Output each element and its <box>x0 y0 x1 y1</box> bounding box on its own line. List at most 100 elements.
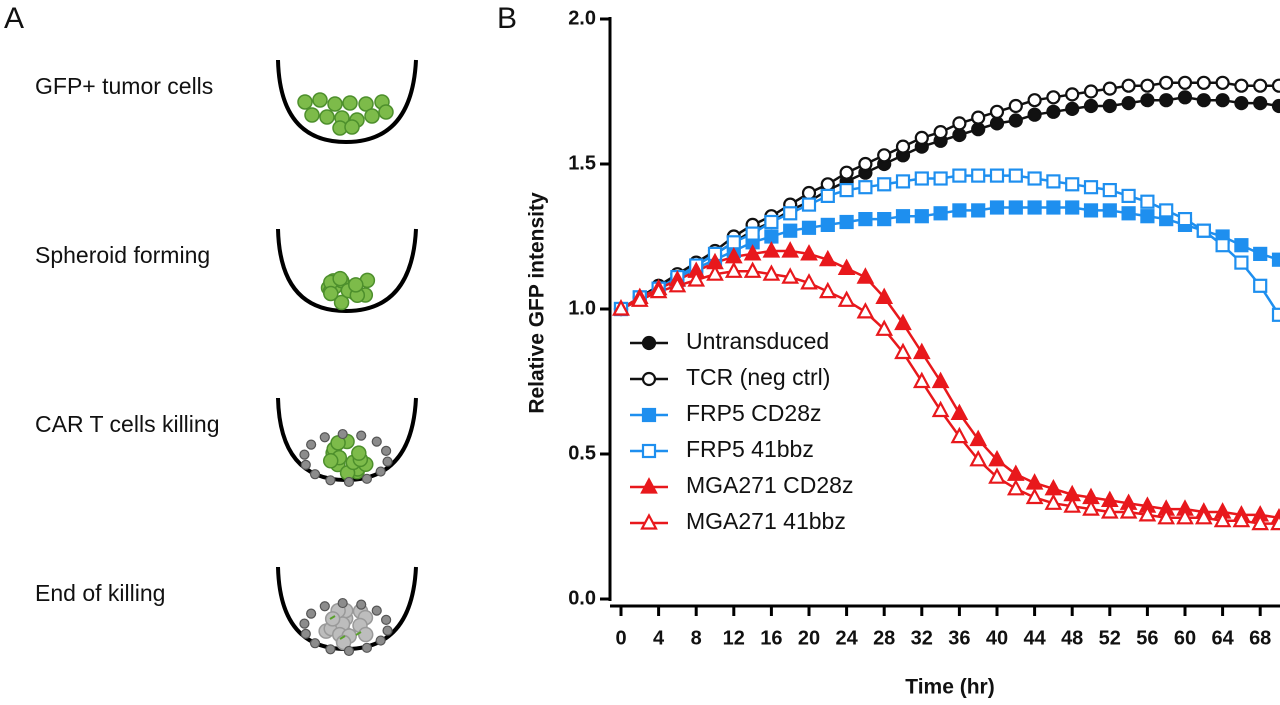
point <box>1177 90 1193 105</box>
point <box>1008 200 1023 215</box>
x-axis-label: Time (hr) <box>905 676 994 699</box>
t-cell <box>361 473 372 484</box>
point <box>1140 78 1155 93</box>
cell <box>342 95 358 111</box>
x-tick-label: 68 <box>1249 627 1271 649</box>
cell <box>322 453 339 469</box>
point <box>820 188 835 203</box>
point <box>989 200 1005 215</box>
point <box>630 290 649 307</box>
point <box>1008 168 1023 183</box>
step-label: Spheroid forming <box>35 242 210 268</box>
point <box>1215 238 1230 253</box>
x-tick-label: 60 <box>1174 627 1196 649</box>
t-cell <box>343 476 355 488</box>
t-cell <box>371 436 382 447</box>
point <box>1046 90 1061 105</box>
point <box>933 125 948 140</box>
point <box>877 148 892 163</box>
x-tick-label: 0 <box>615 627 626 649</box>
point <box>781 241 800 258</box>
point <box>971 168 986 183</box>
legend-label: MGA271 CD28z <box>686 472 853 498</box>
legend-label: MGA271 41bbz <box>686 508 846 534</box>
point <box>1008 98 1023 114</box>
point <box>933 206 948 221</box>
legend-marker <box>641 407 657 423</box>
t-cell <box>337 597 348 609</box>
t-cell <box>361 642 372 653</box>
x-tick-label: 56 <box>1136 627 1158 649</box>
panel-label: B <box>497 2 517 35</box>
well <box>276 59 418 145</box>
t-cell <box>309 469 321 480</box>
point <box>1234 78 1249 93</box>
point <box>1102 81 1117 96</box>
t-cell <box>375 466 386 477</box>
point <box>950 426 969 444</box>
point <box>969 449 988 467</box>
point <box>931 400 950 418</box>
x-tick-label: 28 <box>873 627 895 649</box>
point <box>950 403 969 420</box>
point <box>837 258 856 275</box>
point <box>1234 255 1249 270</box>
point <box>801 185 817 201</box>
point <box>858 180 873 195</box>
point <box>952 203 967 218</box>
legend-marker <box>641 443 657 459</box>
t-cell <box>299 449 310 460</box>
point <box>1253 95 1268 111</box>
point <box>743 244 762 261</box>
t-cell <box>300 628 311 639</box>
point <box>856 267 875 284</box>
point <box>989 104 1005 119</box>
point <box>1138 505 1157 522</box>
t-cell <box>309 638 321 649</box>
point <box>914 171 929 186</box>
point <box>1065 200 1080 215</box>
x-tick-label: 32 <box>911 627 933 649</box>
point <box>1177 75 1193 90</box>
point <box>1063 496 1082 513</box>
cell <box>312 92 328 108</box>
y-tick-label: 2.0 <box>568 7 596 29</box>
point <box>1215 93 1230 108</box>
t-cell <box>381 614 392 626</box>
cell <box>333 294 350 311</box>
point <box>743 261 762 278</box>
point <box>1006 478 1025 496</box>
well-outline <box>276 228 418 314</box>
point <box>952 116 967 131</box>
point <box>1159 75 1174 90</box>
point <box>971 203 986 218</box>
legend-label: FRP5 41bbz <box>686 436 814 462</box>
point <box>1121 188 1136 203</box>
point <box>1271 252 1280 267</box>
point <box>1253 278 1268 293</box>
point <box>800 273 818 290</box>
point <box>1232 510 1251 528</box>
t-cell <box>337 428 348 440</box>
cell <box>348 277 364 293</box>
point <box>839 165 854 180</box>
x-tick-label: 52 <box>1099 627 1121 649</box>
t-cell <box>306 439 317 450</box>
t-cell <box>382 456 393 467</box>
legend-marker <box>640 513 658 530</box>
point <box>1270 513 1280 531</box>
legend: Untransduced TCR (neg ctrl) FRP5 CD28z FRP5… <box>630 328 853 534</box>
cell <box>358 96 374 112</box>
point <box>1100 502 1119 519</box>
point <box>1006 464 1025 481</box>
point <box>1027 171 1042 186</box>
t-cell <box>300 459 311 470</box>
legend-marker <box>641 335 657 351</box>
point <box>801 197 817 212</box>
point <box>912 342 931 360</box>
point <box>877 212 892 227</box>
point <box>989 168 1005 183</box>
point <box>895 174 911 189</box>
point <box>1271 307 1280 322</box>
point <box>1271 78 1280 93</box>
